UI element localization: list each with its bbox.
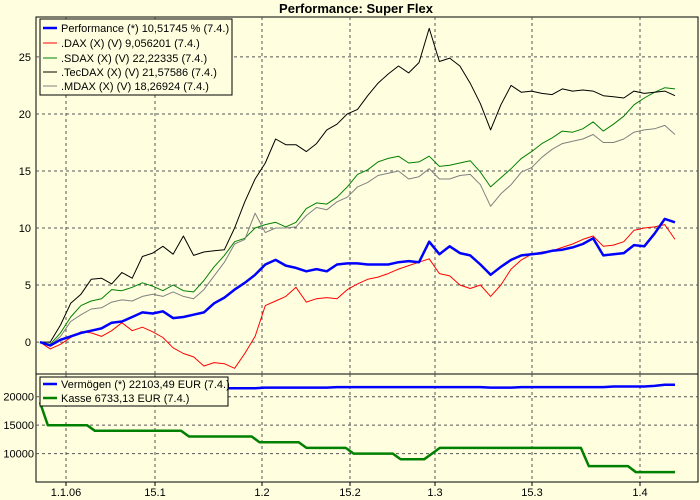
legend-kasse: Kasse 6733,13 EUR (7.4.) [61, 393, 189, 405]
top-y-ticks: 0 5 10 15 20 25 [19, 52, 31, 349]
x-tick-label: 15.2 [339, 487, 360, 499]
series-line-1 [38, 401, 675, 474]
x-tick-label: 1.2 [254, 487, 269, 499]
legend-dax: .DAX (X) (V) 9,056201 (7.4.) [61, 38, 200, 50]
legend-sdax: .SDAX (X) (V) 22,22335 (7.4.) [61, 53, 207, 65]
legend-performance: Performance (*) 10,51745 % (7.4.) [61, 23, 229, 35]
y-tick-label: 5 [25, 280, 31, 292]
y-tick-label: 20 [19, 109, 31, 121]
top-series-line-4 [39, 124, 676, 346]
top-series-group [39, 27, 676, 369]
legend-vermoegen: Vermögen (*) 22103,49 EUR (7.4.) [61, 379, 230, 391]
legend-mdax: .MDAX (X) (V) 18,26924 (7.4.) [61, 81, 209, 93]
y-tick-label: 20000 [3, 392, 34, 404]
x-tick-label: 15.3 [521, 487, 542, 499]
y-tick-label: 0 [25, 337, 31, 349]
top-legend: Performance (*) 10,51745 % (7.4.) .DAX (… [39, 18, 233, 96]
x-tick-label: 1.3 [427, 487, 442, 499]
x-ticks: 1.1.06 15.1 1.2 15.2 1.3 15.3 1.4 [51, 482, 648, 499]
top-series-line-1 [39, 224, 676, 369]
y-tick-label: 15 [19, 166, 31, 178]
bottom-legend-box [39, 376, 229, 407]
y-tick-label: 15000 [3, 420, 34, 432]
y-tick-label: 10000 [3, 449, 34, 461]
x-tick-label: 1.4 [632, 487, 647, 499]
x-tick-label: 1.1.06 [51, 487, 82, 499]
bottom-legend: Vermögen (*) 22103,49 EUR (7.4.) Kasse 6… [39, 376, 230, 407]
bottom-y-ticks: 10000 15000 20000 [3, 392, 34, 461]
top-grid [36, 17, 698, 374]
legend-tecdax: .TecDAX (X) (V) 21,57586 (7.4.) [61, 67, 217, 79]
x-tick-label: 15.1 [144, 487, 165, 499]
y-tick-label: 10 [19, 223, 31, 235]
top-series-line-2 [39, 87, 676, 345]
chart-title: Performance: Super Flex [279, 1, 434, 16]
top-series-line-3 [40, 27, 676, 343]
y-tick-label: 25 [19, 52, 31, 64]
top-series-line-0 [39, 217, 676, 347]
top-legend-box [39, 18, 233, 96]
